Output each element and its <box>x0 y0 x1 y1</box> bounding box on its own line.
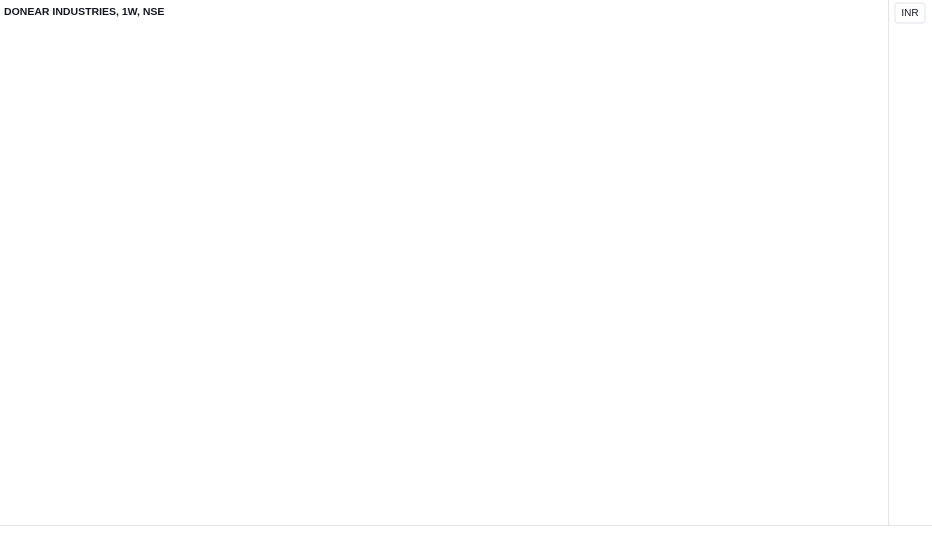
currency-label: INR <box>901 8 918 19</box>
currency-button[interactable] <box>894 2 926 24</box>
chart-title: DONEAR INDUSTRIES, 1W, NSE <box>4 6 164 18</box>
